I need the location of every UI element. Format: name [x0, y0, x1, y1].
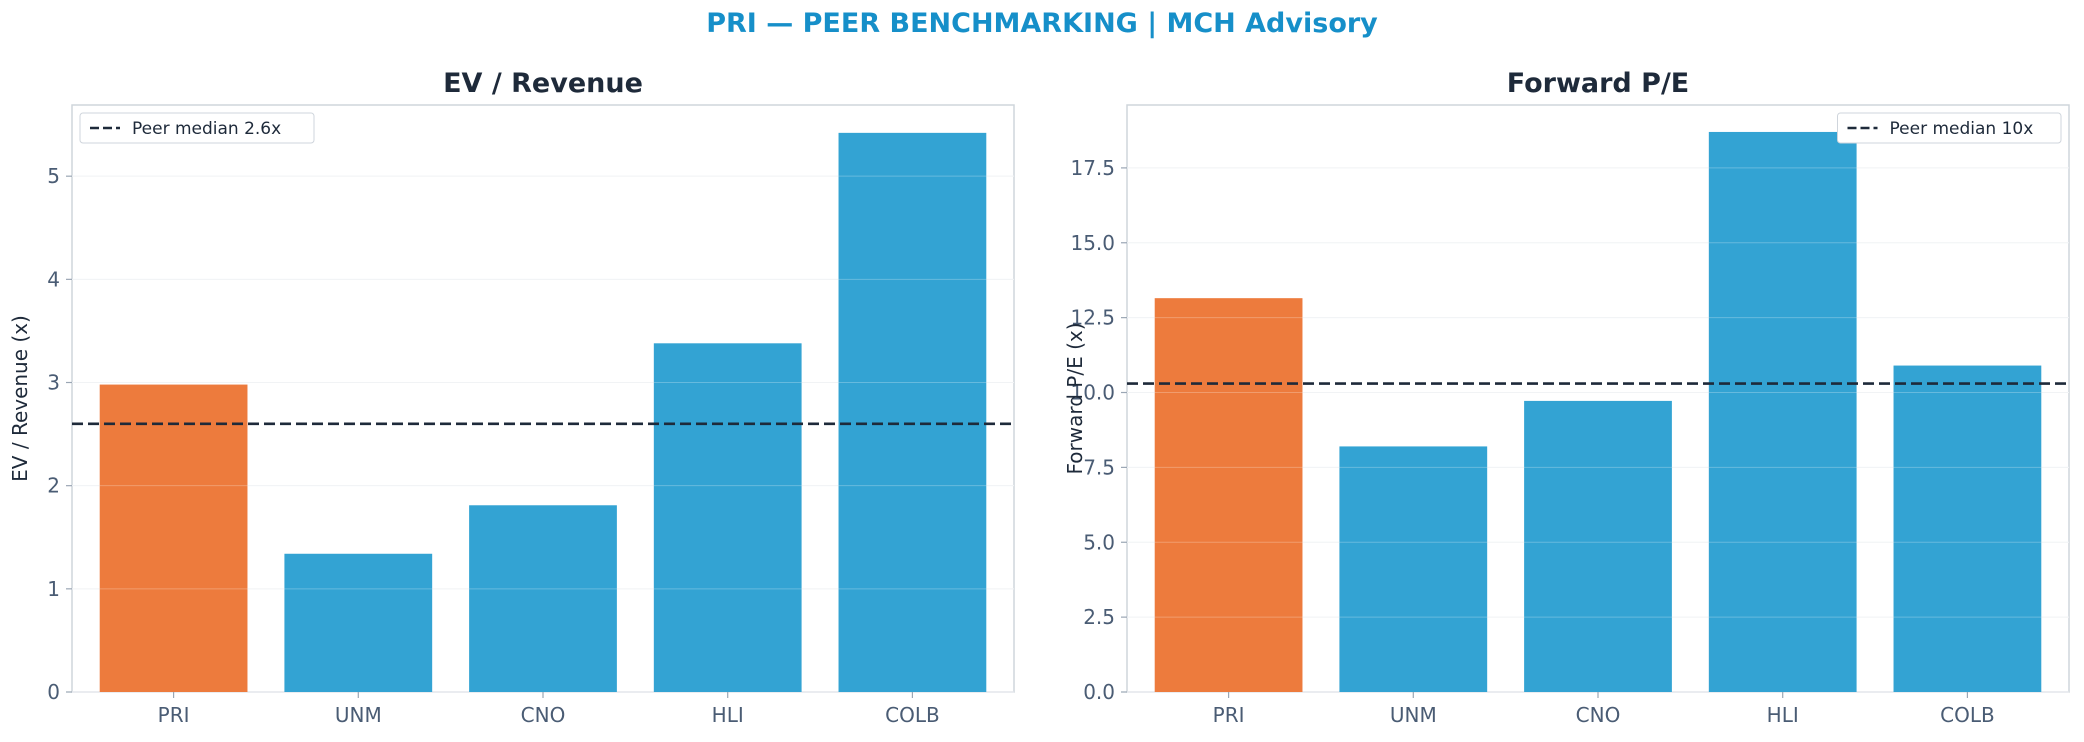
y-tick-label: 4 — [47, 267, 60, 291]
x-tick-label: PRI — [158, 703, 190, 727]
bar-pri — [99, 384, 248, 692]
y-tick-label: 2.5 — [1083, 605, 1115, 629]
x-tick-label: CNO — [521, 703, 566, 727]
y-tick-label: 0 — [47, 680, 60, 704]
x-tick-label: PRI — [1213, 703, 1245, 727]
x-tick-label: UNM — [1390, 703, 1437, 727]
y-tick-label: 17.5 — [1070, 156, 1115, 180]
bar-pri — [1154, 298, 1303, 692]
figure-title: PRI — PEER BENCHMARKING | MCH Advisory — [706, 8, 1378, 39]
x-tick-label: HLI — [1767, 703, 1799, 727]
legend-label: Peer median 10x — [1890, 119, 2034, 139]
x-tick-label: HLI — [712, 703, 744, 727]
x-tick-label: UNM — [335, 703, 382, 727]
bar-hli — [653, 343, 802, 692]
bar-colb — [1893, 365, 2042, 692]
legend-box — [1837, 112, 2062, 144]
y-tick-label: 0.0 — [1083, 680, 1115, 704]
y-axis-label: Forward P/E (x) — [1063, 322, 1087, 474]
legend: Peer median 2.6x — [79, 112, 315, 144]
panel-title: EV / Revenue — [443, 68, 643, 99]
y-tick-label: 12.5 — [1070, 306, 1115, 330]
panel-ev-revenue: 0 1 2 3 4 5 PRI UNM CNO HLI COLB EV / Revenue EV / R… — [8, 68, 1015, 727]
legend-label: Peer median 2.6x — [132, 119, 281, 139]
bar-colb — [838, 132, 987, 692]
legend: Peer median 10x — [1837, 112, 2062, 144]
bar-hli — [1708, 131, 1857, 692]
y-tick-label: 3 — [47, 371, 60, 395]
legend-box — [79, 112, 315, 144]
y-tick-label: 7.5 — [1083, 455, 1115, 479]
y-tick-label: 15.0 — [1070, 231, 1115, 255]
x-tick-label: COLB — [1940, 703, 1995, 727]
panel-forward-pe: 0.0 2.5 5.0 7.5 10.0 12.5 15.0 17.5 PRI UNM CNO HLI… — [1063, 68, 2070, 727]
bar-cno — [469, 505, 617, 692]
x-tick-label: CNO — [1576, 703, 1621, 727]
y-tick-label: 1 — [47, 577, 60, 601]
bar-unm — [1339, 446, 1488, 692]
y-axis-label: EV / Revenue (x) — [8, 315, 32, 482]
panel-title: Forward P/E — [1507, 68, 1690, 99]
y-tick-label: 2 — [47, 474, 60, 498]
y-tick-label: 5 — [47, 164, 60, 188]
x-tick-label: COLB — [885, 703, 940, 727]
y-tick-label: 5.0 — [1083, 530, 1115, 554]
bar-cno — [1524, 400, 1672, 692]
bar-unm — [284, 553, 433, 692]
y-tick-label: 10.0 — [1070, 381, 1115, 405]
